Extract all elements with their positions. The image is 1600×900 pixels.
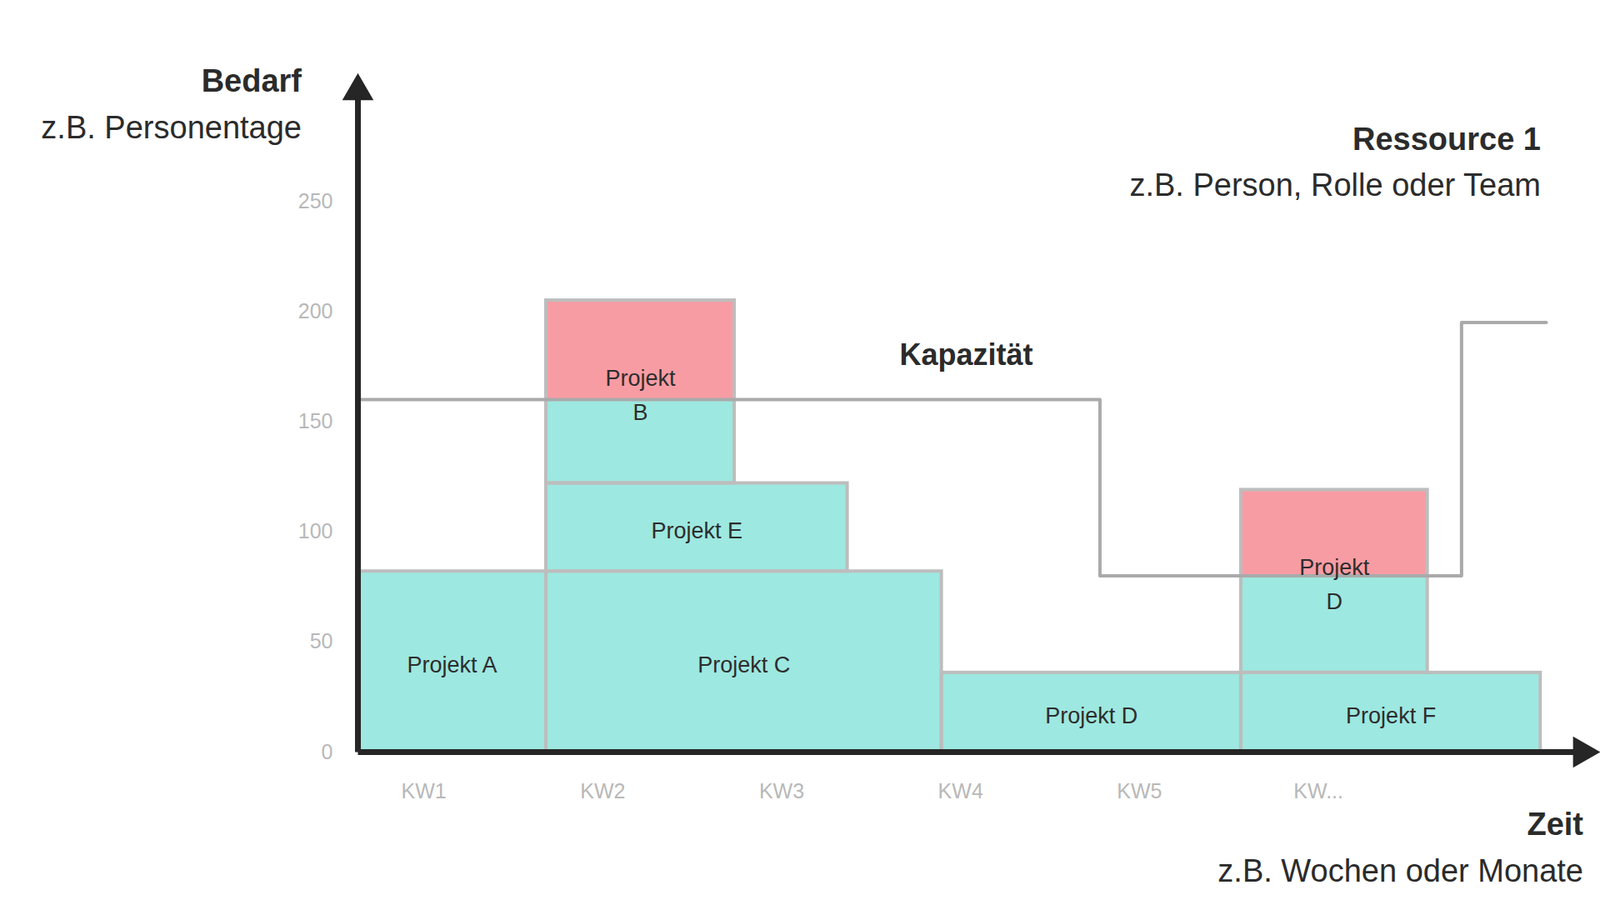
html-text:Ressource 1: Ressource 1: [1352, 121, 1541, 157]
html-text:Bedarf: Bedarf: [201, 63, 302, 99]
svg-text:250: 250: [298, 189, 334, 213]
svg-text:Projekt E: Projekt E: [651, 518, 744, 544]
svg-text:KW5: KW5: [1116, 779, 1162, 803]
svg-text:KW3: KW3: [759, 779, 805, 803]
svg-text:KW4: KW4: [938, 779, 984, 803]
svg-text:150: 150: [298, 409, 334, 433]
svg-text:ProjektB: ProjektB: [605, 365, 676, 425]
html-text:Zeit: Zeit: [1527, 806, 1584, 842]
svg-text:Projekt D: Projekt D: [1045, 703, 1138, 729]
svg-text:KW1: KW1: [401, 779, 447, 803]
svg-text:ProjektD: ProjektD: [1299, 555, 1370, 615]
svg-text:Kapazität: Kapazität: [899, 337, 1033, 372]
html-text:z.B. Wochen oder Monate: z.B. Wochen oder Monate: [1217, 853, 1584, 889]
svg-text:100: 100: [298, 519, 334, 543]
svg-text:Projekt A: Projekt A: [406, 652, 497, 678]
svg-text:Projekt F: Projekt F: [1345, 703, 1436, 729]
svg-text:200: 200: [298, 299, 334, 323]
svg-text:Projekt C: Projekt C: [697, 652, 790, 678]
svg-text:KW2: KW2: [580, 779, 625, 803]
html-text:z.B. Person, Rolle oder Team: z.B. Person, Rolle oder Team: [1129, 167, 1541, 203]
svg-text:50: 50: [310, 629, 334, 653]
svg-text:KW...: KW...: [1293, 779, 1344, 803]
html-text:z.B. Personentage: z.B. Personentage: [41, 110, 302, 145]
svg-text:0: 0: [321, 740, 334, 764]
